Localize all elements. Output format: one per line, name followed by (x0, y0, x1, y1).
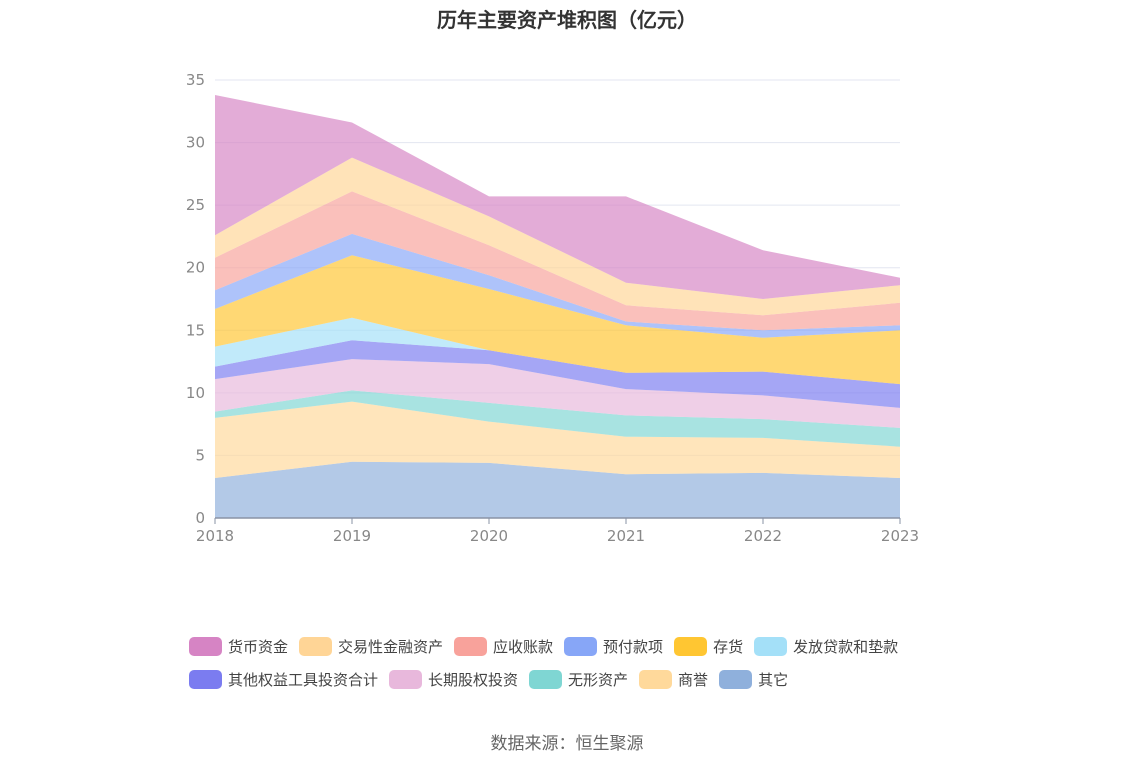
legend-swatch (529, 670, 563, 689)
x-tick-label: 2023 (881, 527, 919, 545)
x-tick-label: 2018 (196, 527, 234, 545)
chart-title: 历年主要资产堆积图（亿元） (437, 8, 697, 32)
legend: 货币资金 交易性金融资产 应收账款 预付款项 存货 发放贷款和垫款 其他权益工具投资合计 长… (189, 630, 969, 696)
legend-label: 存货 (713, 638, 744, 656)
legend-swatch (189, 670, 222, 689)
legend-label: 无形资产 (568, 671, 629, 689)
x-tick-label: 2021 (607, 527, 645, 545)
legend-label: 其它 (758, 671, 789, 689)
legend-swatch (454, 637, 488, 656)
area-series[interactable] (215, 340, 900, 408)
area-series[interactable] (215, 390, 900, 447)
legend-label: 货币资金 (228, 638, 289, 656)
legend-item[interactable]: 存货 (674, 636, 743, 657)
y-tick-label: 20 (186, 259, 205, 277)
legend-item[interactable]: 货币资金 (189, 636, 288, 657)
legend-swatch (299, 637, 333, 656)
area-series[interactable] (215, 191, 900, 331)
legend-label: 应收账款 (493, 638, 554, 656)
x-tick-label: 2022 (744, 527, 782, 545)
legend-swatch (564, 637, 598, 656)
y-tick-label: 0 (195, 509, 205, 527)
area-series[interactable] (215, 95, 900, 299)
y-tick-label: 30 (186, 134, 205, 152)
legend-item[interactable]: 商誉 (639, 669, 708, 690)
legend-item[interactable]: 长期股权投资 (389, 669, 518, 690)
x-tick-label: 2020 (470, 527, 508, 545)
area-series[interactable] (215, 359, 900, 428)
legend-label: 预付款项 (603, 638, 664, 656)
legend-swatch (389, 670, 423, 689)
legend-label: 交易性金融资产 (338, 638, 444, 656)
area-series[interactable] (215, 157, 900, 316)
legend-item[interactable]: 其他权益工具投资合计 (189, 669, 378, 690)
legend-swatch (719, 670, 753, 689)
y-tick-label: 5 (195, 446, 205, 464)
legend-swatch (754, 637, 788, 656)
legend-item[interactable]: 预付款项 (564, 636, 663, 657)
area-series[interactable] (215, 233, 900, 338)
area-series[interactable] (215, 255, 900, 385)
legend-label: 其他权益工具投资合计 (228, 671, 379, 689)
legend-swatch (189, 637, 222, 656)
y-tick-label: 10 (186, 384, 205, 402)
legend-label: 发放贷款和垫款 (793, 638, 899, 656)
area-series[interactable] (215, 461, 900, 518)
x-tick-label: 2019 (333, 527, 371, 545)
legend-swatch (674, 637, 708, 656)
legend-item[interactable]: 其它 (719, 669, 788, 690)
stacked-areas (215, 95, 900, 518)
legend-item[interactable]: 无形资产 (529, 669, 628, 690)
y-tick-label: 35 (186, 71, 205, 89)
legend-swatch (639, 670, 673, 689)
area-series[interactable] (215, 317, 900, 385)
legend-label: 商誉 (678, 671, 709, 689)
legend-row: 货币资金 交易性金融资产 应收账款 预付款项 存货 发放贷款和垫款 (189, 630, 969, 663)
y-tick-label: 25 (186, 196, 205, 214)
legend-item[interactable]: 发放贷款和垫款 (754, 636, 898, 657)
y-tick-label: 15 (186, 321, 205, 339)
legend-row: 其他权益工具投资合计 长期股权投资 无形资产 商誉 其它 (189, 663, 969, 696)
source-note: 数据来源：恒生聚源 (490, 734, 644, 754)
area-series[interactable] (215, 401, 900, 478)
axes: 0 5 10 15 20 25 30 35 2018 2019 2020 2021 2022 2023 (186, 71, 919, 545)
legend-item[interactable]: 应收账款 (454, 636, 553, 657)
legend-label: 长期股权投资 (428, 671, 519, 689)
legend-item[interactable]: 交易性金融资产 (299, 636, 443, 657)
